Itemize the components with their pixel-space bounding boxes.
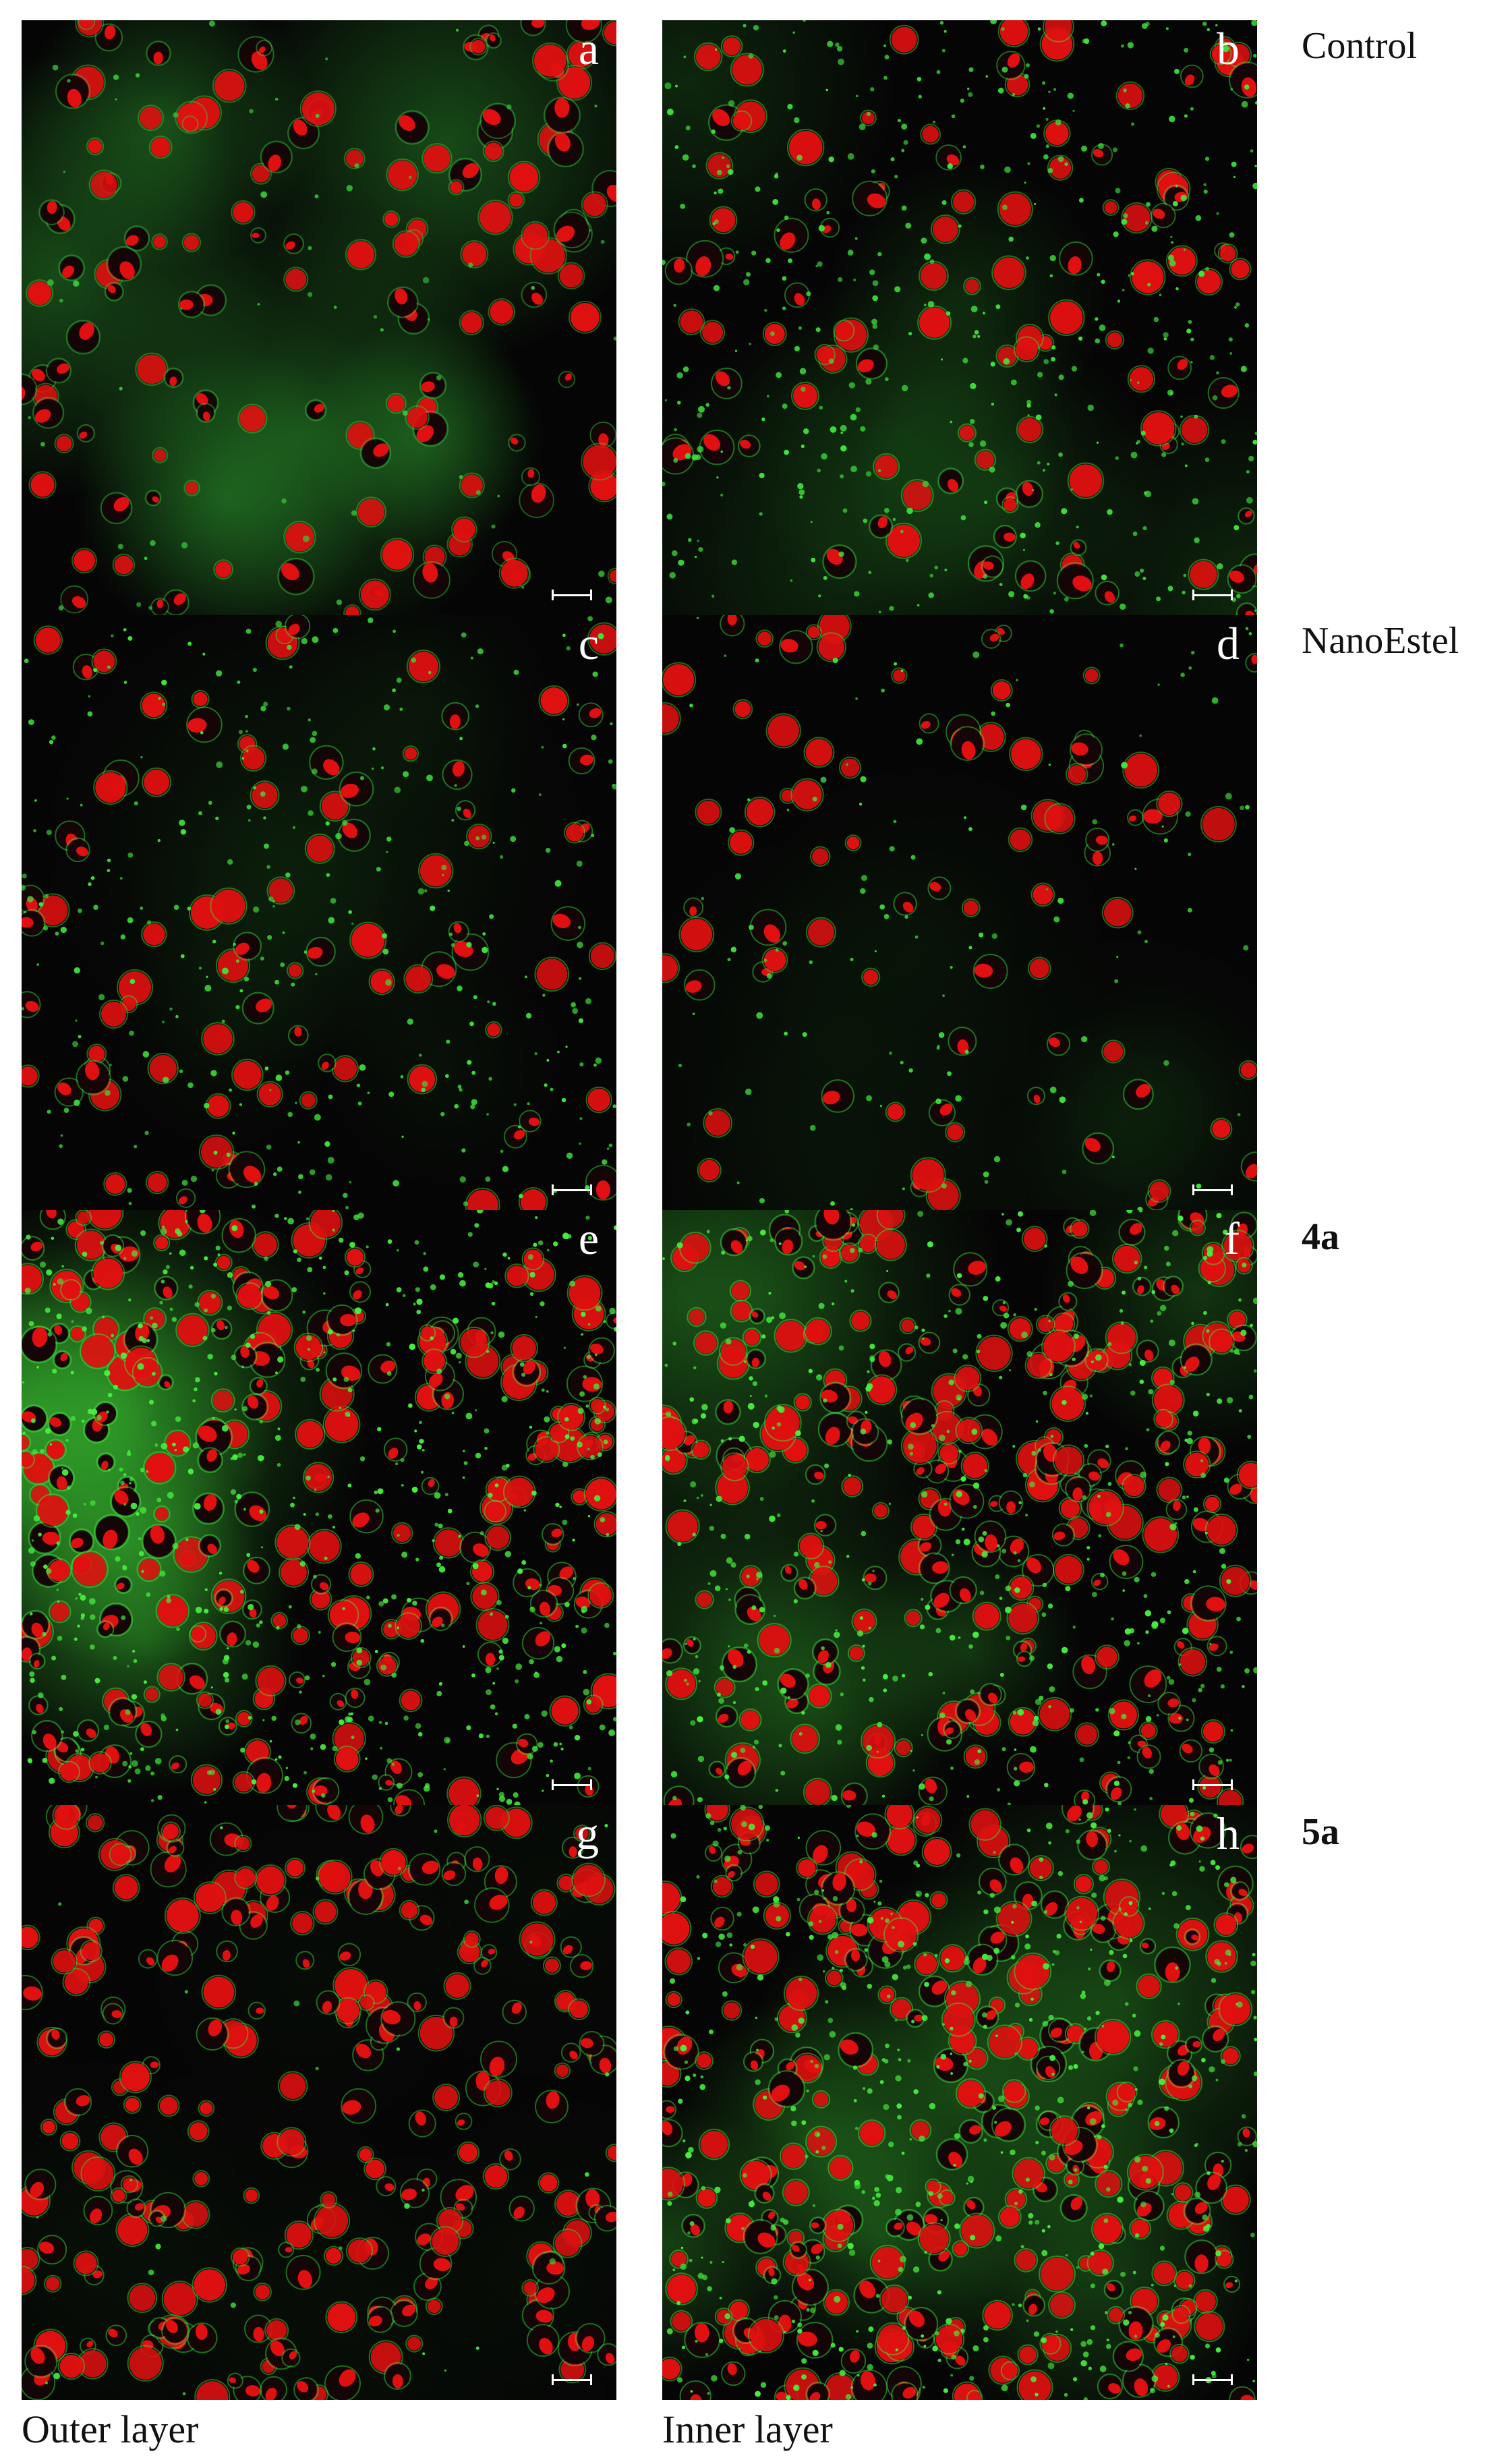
scale-bar <box>552 2374 592 2385</box>
panel-letter-g: g <box>576 1808 599 1859</box>
scale-bar <box>552 1779 592 1790</box>
row-label-5a: 5a <box>1302 1811 1339 1853</box>
micrograph-panel-a: a <box>22 20 616 615</box>
micrograph-image-g <box>22 1805 616 2400</box>
micrograph-image-e <box>22 1210 616 1805</box>
micrograph-panel-d: d <box>662 615 1257 1210</box>
micrograph-image-a <box>22 20 616 615</box>
micrograph-image-d <box>662 615 1257 1210</box>
scale-bar <box>552 1184 592 1195</box>
column-label-outer: Outer layer <box>22 2407 199 2451</box>
micrograph-panel-b: b <box>662 20 1257 615</box>
micrograph-image-h <box>662 1805 1257 2400</box>
panel-letter-c: c <box>578 618 599 669</box>
panel-letter-b: b <box>1217 23 1240 74</box>
panel-letter-f: f <box>1224 1213 1240 1264</box>
panel-letter-e: e <box>578 1213 599 1264</box>
panel-letter-d: d <box>1217 618 1240 669</box>
panel-letter-a: a <box>578 23 599 74</box>
column-label-inner: Inner layer <box>662 2407 833 2451</box>
micrograph-panel-f: f <box>662 1210 1257 1805</box>
panel-letter-h: h <box>1217 1808 1240 1859</box>
micrograph-image-f <box>662 1210 1257 1805</box>
micrograph-panel-h: h <box>662 1805 1257 2400</box>
scale-bar <box>1192 590 1233 600</box>
micrograph-panel-g: g <box>22 1805 616 2400</box>
micrograph-image-b <box>662 20 1257 615</box>
row-label-control: Control <box>1302 25 1418 67</box>
micrograph-panel-c: c <box>22 615 616 1210</box>
scale-bar <box>1192 2374 1233 2385</box>
scale-bar <box>552 590 592 600</box>
scale-bar <box>1192 1184 1233 1195</box>
micrograph-image-c <box>22 615 616 1210</box>
row-label-nanoestel: NanoEstel <box>1302 620 1459 662</box>
row-label-4a: 4a <box>1302 1216 1339 1258</box>
scale-bar <box>1192 1779 1233 1790</box>
micrograph-panel-e: e <box>22 1210 616 1805</box>
